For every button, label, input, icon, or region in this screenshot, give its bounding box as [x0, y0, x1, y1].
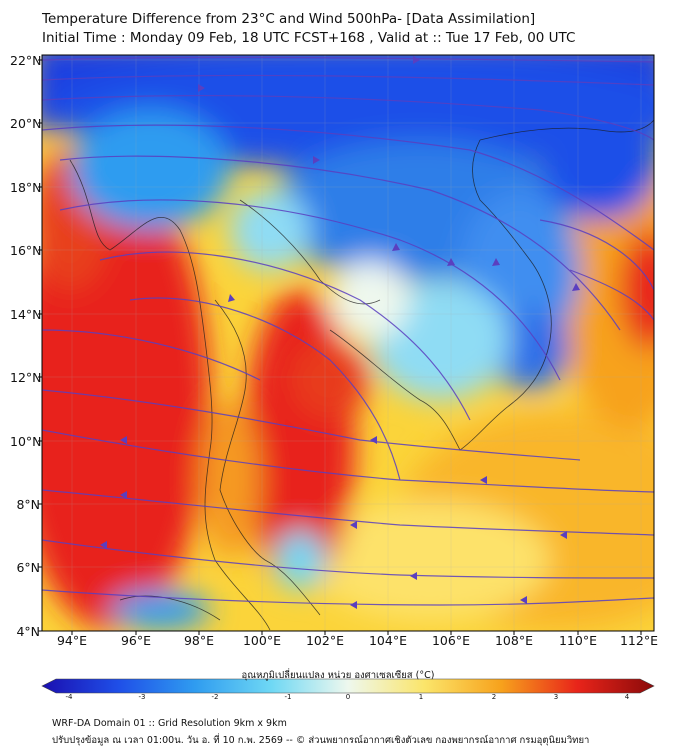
colorbar: [41, 678, 655, 694]
lat-label-6: 6°N: [16, 560, 40, 575]
colorbar-tick: 1: [418, 693, 424, 701]
lat-label-22: 22°N: [10, 53, 42, 68]
lon-label-102: 102°E: [305, 633, 344, 648]
wind-streamlines: [42, 56, 654, 606]
colorbar-tick: 4: [624, 693, 630, 701]
colorbar-tick: -1: [284, 693, 292, 701]
lon-label-94: 94°E: [56, 633, 88, 648]
lat-label-14: 14°N: [10, 307, 42, 322]
lon-label-108: 108°E: [494, 633, 533, 648]
lat-label-18: 18°N: [10, 180, 42, 195]
lat-label-12: 12°N: [10, 370, 42, 385]
lon-label-106: 106°E: [431, 633, 470, 648]
map-subtitle: Initial Time : Monday 09 Feb, 18 UTC FCS…: [42, 30, 576, 46]
lon-label-96: 96°E: [120, 633, 152, 648]
lon-label-112: 112°E: [619, 633, 658, 648]
footer-credit: ปรับปรุงข้อมูล ณ เวลา 01:00น. วัน อ. ที่…: [52, 735, 590, 746]
lat-label-16: 16°N: [10, 243, 42, 258]
colorbar-tick: -4: [65, 693, 73, 701]
colorbar-tick: 3: [553, 693, 559, 701]
footer-model-info: WRF-DA Domain 01 :: Grid Resolution 9km …: [52, 718, 287, 729]
map-grid: [42, 55, 654, 631]
plot-frame: [41, 54, 655, 632]
lon-label-98: 98°E: [183, 633, 215, 648]
colorbar-tick: 0: [345, 693, 351, 701]
lon-label-100: 100°E: [242, 633, 281, 648]
lat-label-4: 4°N: [16, 624, 40, 639]
temperature-field: [42, 55, 654, 631]
colorbar-ramp: [41, 678, 655, 694]
lat-label-8: 8°N: [16, 497, 40, 512]
colorbar-tick: 2: [491, 693, 497, 701]
colorbar-tick: -2: [211, 693, 219, 701]
lat-label-20: 20°N: [10, 116, 42, 131]
lat-label-10: 10°N: [10, 434, 42, 449]
colorbar-tick: -3: [138, 693, 146, 701]
axis-ticks: [38, 59, 642, 635]
lon-label-104: 104°E: [368, 633, 407, 648]
colorbar-title: อุณหภูมิเปลี่ยนแปลง หน่วย องศาเซลเซียส (…: [241, 670, 435, 681]
wind-arrows: [100, 56, 580, 609]
lon-label-110: 110°E: [558, 633, 597, 648]
map-title: Temperature Difference from 23°C and Win…: [42, 11, 536, 27]
